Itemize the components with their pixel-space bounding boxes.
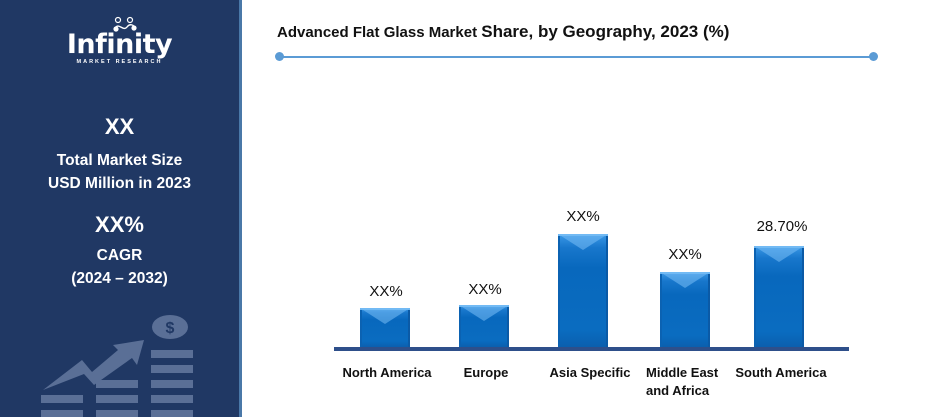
data-label-asia-specific: XX%: [566, 208, 600, 225]
bar-middle-east-africa: [660, 272, 710, 347]
growth-chart-icon: $: [41, 315, 193, 417]
sidebar: Infinity MARKET RESEARCH XX Total Market…: [0, 0, 239, 417]
data-label-south-america: 28.70%: [756, 218, 808, 235]
x-label-north-america: North America: [342, 365, 432, 380]
logo: Infinity MARKET RESEARCH: [0, 14, 239, 65]
cagr-value: XX%: [95, 212, 144, 237]
market-size-label-2: USD Million in 2023: [48, 175, 191, 192]
logo-tagline: MARKET RESEARCH: [76, 59, 163, 65]
bar-north-america: [360, 308, 410, 347]
data-label-middle-east-africa: XX%: [668, 246, 702, 263]
x-label-middle-east-line1: Middle East: [646, 365, 719, 380]
x-label-middle-east-line2: and Africa: [646, 383, 710, 398]
bar-asia-specific: [558, 234, 608, 347]
x-label-south-america: South America: [735, 365, 827, 380]
chart-title-part2: Share, by Geography, 2023 (%): [481, 22, 730, 41]
infinity-logo-icon: [113, 16, 137, 32]
chart-title: Advanced Flat Glass Market Share, by Geo…: [277, 22, 729, 42]
underline-dot-right: [869, 52, 878, 61]
x-label-asia-specific: Asia Specific: [549, 365, 631, 380]
data-label-north-america: XX%: [369, 283, 403, 300]
market-size-value: XX: [104, 114, 135, 139]
data-label-europe: XX%: [468, 281, 502, 298]
chart-title-part1: Advanced Flat Glass Market: [277, 24, 482, 41]
bar-europe: [459, 305, 509, 347]
market-size-label-1: Total Market Size: [56, 152, 183, 169]
title-underline: [279, 56, 874, 58]
x-axis-line: [334, 347, 849, 351]
cagr-period: (2024 – 2032): [71, 270, 168, 287]
sidebar-divider: [239, 0, 242, 417]
cagr-label: CAGR: [96, 247, 143, 264]
x-label-europe: Europe: [463, 365, 509, 380]
svg-text:$: $: [166, 320, 175, 337]
x-label-middle-east-africa: Middle East and Africa: [625, 364, 736, 400]
underline-dot-left: [275, 52, 284, 61]
logo-name: Infinity: [66, 29, 173, 60]
bar-south-america: [754, 246, 804, 347]
